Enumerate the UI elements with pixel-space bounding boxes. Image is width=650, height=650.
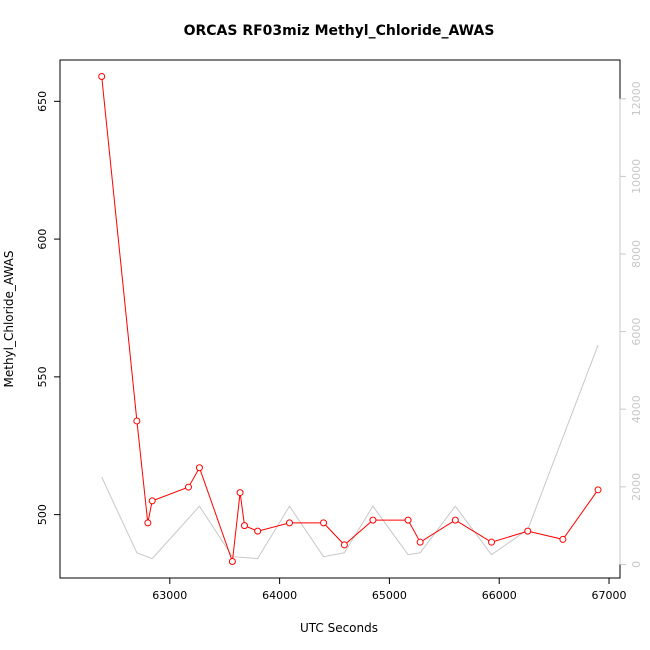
y2-tick-label: 4000 — [630, 395, 643, 423]
data-point — [98, 73, 106, 81]
data-point — [285, 519, 293, 527]
data-point — [340, 541, 348, 549]
data-point — [416, 538, 424, 546]
data-point — [144, 519, 152, 527]
y-tick-label: 650 — [36, 91, 49, 112]
data-point — [184, 483, 192, 491]
data-point — [254, 527, 262, 535]
x-tick-label: 65000 — [372, 589, 407, 602]
secondary-series-line — [101, 345, 599, 560]
axis-layer: 63000 64000 65000 66000 67000 500 550 600 650 0 20… — [36, 81, 643, 602]
data-point — [451, 516, 459, 524]
data-point — [524, 527, 532, 535]
x-tick-label: 67000 — [592, 589, 627, 602]
x-axis-label: UTC Seconds — [300, 621, 378, 635]
y2-tick-label: 10000 — [630, 159, 643, 194]
y2-tick-label: 6000 — [630, 318, 643, 346]
x-tick-label: 66000 — [482, 589, 517, 602]
y-axis-label: Methyl_Chloride_AWAS — [2, 251, 16, 388]
data-point — [148, 497, 156, 505]
data-point — [320, 519, 328, 527]
data-point — [228, 557, 236, 565]
series-layer — [98, 73, 602, 565]
data-point — [195, 464, 203, 472]
data-point — [488, 538, 496, 546]
y2-tick-label: 8000 — [630, 240, 643, 268]
data-point — [559, 535, 567, 543]
y-tick-label: 550 — [36, 366, 49, 387]
x-tick-label: 63000 — [152, 589, 187, 602]
data-point — [404, 516, 412, 524]
x-tick-label: 64000 — [262, 589, 297, 602]
data-point — [133, 417, 141, 425]
data-point — [369, 516, 377, 524]
plot-frame — [59, 59, 621, 579]
y2-tick-label: 0 — [630, 561, 643, 568]
data-point — [236, 489, 244, 497]
y-tick-label: 500 — [36, 504, 49, 525]
primary-series-line — [101, 76, 599, 562]
data-point — [594, 486, 602, 494]
data-point — [240, 522, 248, 530]
chart-title: ORCAS RF03miz Methyl_Chloride_AWAS — [184, 23, 495, 39]
y-tick-label: 600 — [36, 229, 49, 250]
y2-tick-label: 2000 — [630, 473, 643, 501]
y2-tick-label: 12000 — [630, 81, 643, 116]
